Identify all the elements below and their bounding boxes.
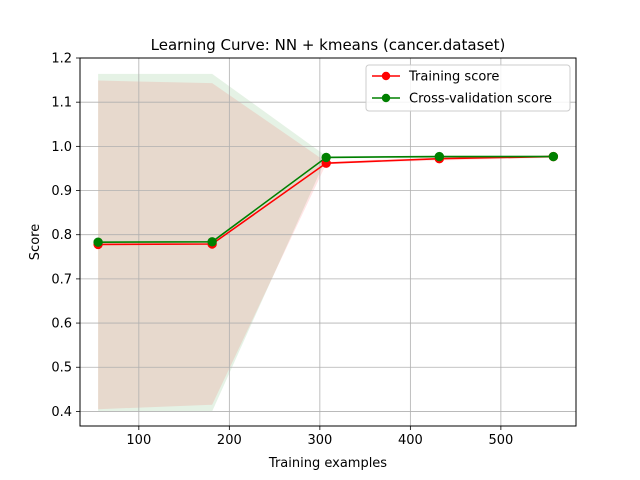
y-tick-label: 0.7	[51, 272, 72, 287]
series-point-1	[434, 151, 445, 162]
y-tick-label: 0.4	[51, 405, 72, 420]
band-series-1	[98, 73, 554, 412]
y-axis-label: Score	[28, 224, 43, 260]
y-axis-ticks: 0.4 0.5 0.6 0.7 0.8 0.9 1.0 1.1 1.2	[51, 52, 80, 420]
legend: Training score Cross-validation score	[365, 64, 571, 112]
y-tick-label: 1.1	[51, 96, 72, 111]
y-tick-label: 0.9	[51, 184, 72, 199]
legend-label: Cross-validation score	[409, 92, 552, 107]
y-tick-label: 0.5	[51, 361, 72, 376]
y-tick-label: 0.6	[51, 317, 72, 332]
x-axis-label: Training examples	[268, 456, 387, 471]
band-series-0	[98, 80, 554, 410]
x-tick-label: 500	[488, 433, 513, 448]
y-tick-label: 0.8	[51, 228, 72, 243]
series-points	[93, 151, 559, 250]
series-point-1	[548, 151, 559, 162]
series-point-1	[321, 152, 331, 163]
plot-frame	[79, 57, 577, 427]
x-tick-label: 100	[126, 433, 151, 448]
x-tick-label: 400	[398, 433, 423, 448]
x-tick-label: 200	[217, 433, 242, 448]
legend-swatch-marker	[381, 71, 391, 81]
x-axis-ticks: 100 200 300 400 500	[126, 426, 513, 448]
legend-swatch-marker	[381, 93, 391, 103]
legend-box	[365, 64, 571, 112]
x-tick-label: 300	[307, 433, 332, 448]
y-tick-label: 1.0	[51, 140, 72, 155]
chart-title: Learning Curve: NN + kmeans (cancer.data…	[151, 36, 506, 54]
y-tick-label: 1.2	[51, 52, 72, 67]
confidence-bands	[98, 73, 554, 412]
series-point-1	[93, 237, 103, 247]
series-point-1	[207, 237, 217, 247]
legend-label: Training score	[408, 70, 499, 85]
